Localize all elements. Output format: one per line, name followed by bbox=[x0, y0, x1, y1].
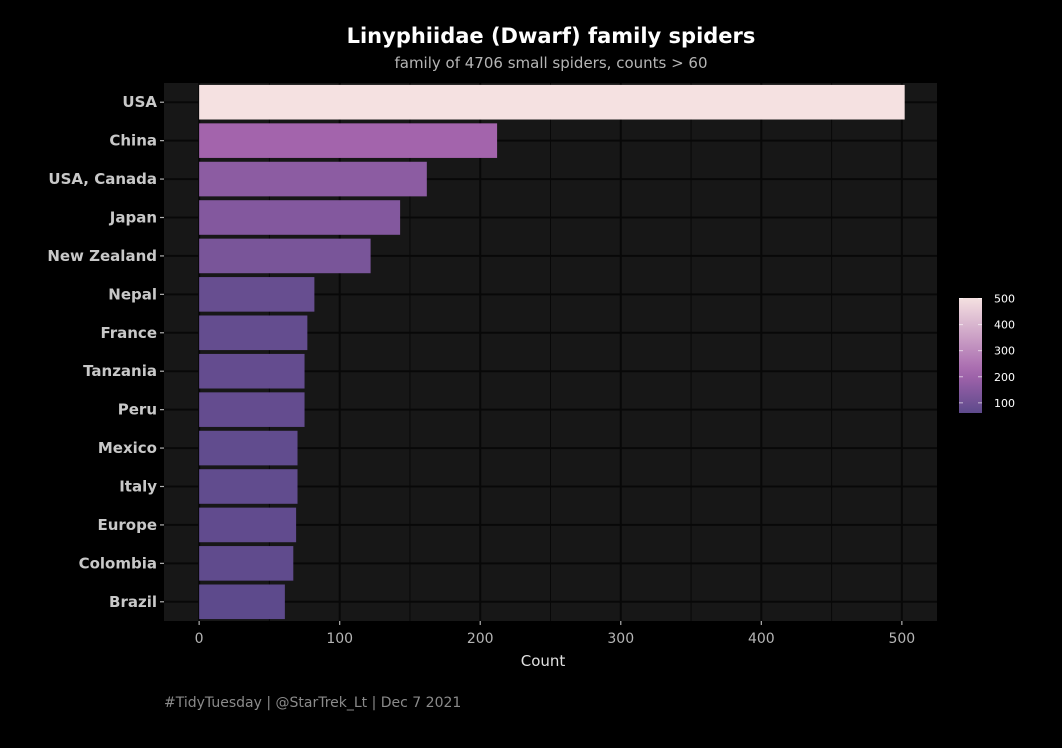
x-axis-label: Count bbox=[521, 652, 566, 670]
y-tick-label: USA, Canada bbox=[48, 170, 157, 188]
chart-subtitle: family of 4706 small spiders, counts > 6… bbox=[394, 54, 707, 72]
legend-tick-label: 300 bbox=[994, 345, 1015, 358]
y-tick-label: Colombia bbox=[79, 554, 157, 572]
y-tick-label: Italy bbox=[119, 478, 157, 496]
bar-europe bbox=[199, 507, 297, 543]
x-tick-label: 500 bbox=[888, 631, 915, 647]
bars bbox=[199, 84, 905, 620]
legend-tick-label: 500 bbox=[994, 293, 1015, 306]
y-tick-label: Mexico bbox=[98, 439, 157, 457]
bar-mexico bbox=[199, 430, 298, 466]
y-tick-label: Tanzania bbox=[83, 362, 157, 380]
y-tick-label: France bbox=[100, 324, 157, 342]
y-tick-label: New Zealand bbox=[47, 247, 157, 265]
bar-japan bbox=[199, 200, 401, 235]
bar-france bbox=[199, 315, 308, 351]
color-legend: 100 200 300 400 500 bbox=[959, 293, 1015, 413]
legend-tick-label: 400 bbox=[994, 319, 1015, 332]
y-axis: USA China USA, Canada Japan New Zealand Nepal… bbox=[47, 93, 164, 611]
legend-tick-label: 100 bbox=[994, 397, 1015, 410]
x-tick-label: 0 bbox=[195, 631, 204, 647]
y-tick-label: USA bbox=[122, 93, 157, 111]
x-tick-label: 400 bbox=[748, 631, 775, 647]
bar-nepal bbox=[199, 277, 315, 312]
y-tick-label: Brazil bbox=[109, 593, 157, 611]
chart-caption: #TidyTuesday | @StarTrek_Lt | Dec 7 2021 bbox=[164, 695, 461, 711]
y-tick-label: China bbox=[109, 132, 157, 150]
x-tick-label: 100 bbox=[326, 631, 353, 647]
bar-usa bbox=[199, 84, 905, 120]
bar-brazil bbox=[199, 584, 285, 620]
bar-italy bbox=[199, 469, 298, 504]
x-tick-label: 200 bbox=[467, 631, 494, 647]
chart-title: Linyphiidae (Dwarf) family spiders bbox=[347, 24, 756, 48]
bar-china bbox=[199, 123, 498, 158]
bar-peru bbox=[199, 392, 305, 427]
x-tick-label: 300 bbox=[607, 631, 634, 647]
bar-new-zealand bbox=[199, 238, 371, 274]
x-axis: 0 100 200 300 400 500 bbox=[195, 621, 915, 647]
y-tick-label: Peru bbox=[118, 401, 157, 419]
y-tick-label: Nepal bbox=[108, 285, 157, 303]
bar-tanzania bbox=[199, 353, 305, 389]
gridlines bbox=[164, 83, 937, 621]
bar-usa-canada bbox=[199, 161, 427, 197]
y-tick-label: Europe bbox=[97, 516, 157, 534]
y-tick-label: Japan bbox=[109, 209, 157, 227]
legend-colorbar bbox=[959, 298, 982, 413]
legend-tick-label: 200 bbox=[994, 371, 1015, 384]
bar-colombia bbox=[199, 546, 294, 581]
